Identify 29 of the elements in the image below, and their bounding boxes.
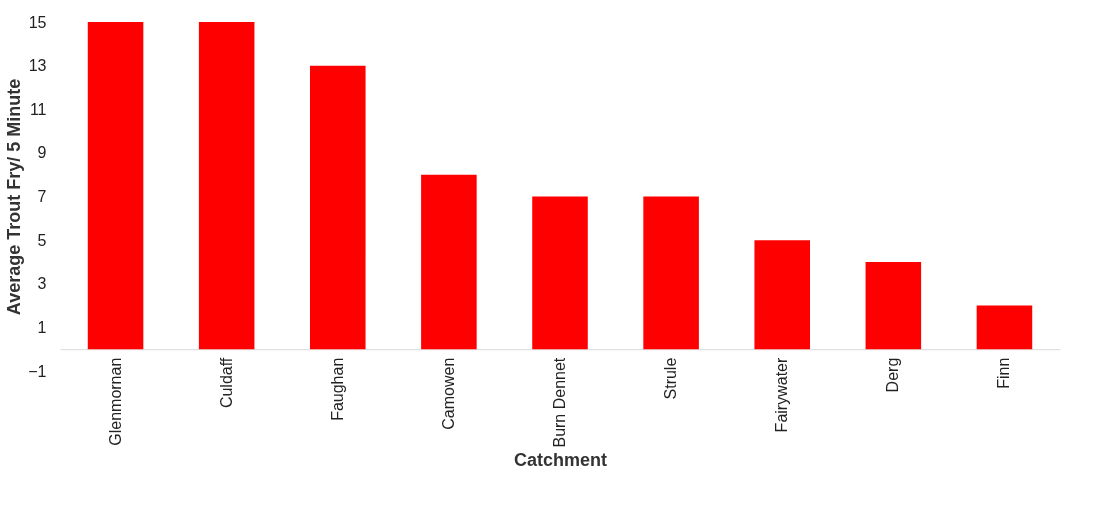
y-tick-label: 13 (28, 57, 47, 75)
x-tick-label: Finn (995, 357, 1013, 389)
x-axis-title: Catchment (513, 449, 608, 470)
y-tick-label: 9 (37, 144, 47, 162)
x-tick-label: Culdaff (217, 357, 235, 409)
y-tick-label: 7 (37, 188, 47, 205)
bar (754, 240, 810, 350)
bar (976, 305, 1033, 350)
bar (198, 22, 255, 350)
y-tick-label: −1 (28, 362, 47, 380)
x-tick-label: Glenmornan (106, 357, 124, 446)
y-tick-label: 5 (37, 231, 47, 249)
y-tick-label: 3 (37, 275, 47, 293)
bar (421, 174, 477, 350)
x-tick-label: Burn Dennet (551, 357, 568, 448)
y-tick-label: 11 (29, 100, 47, 118)
y-tick-label: 15 (28, 13, 47, 31)
x-tick-label: Fairywater (773, 357, 791, 433)
x-tick-label: Camowen (439, 357, 457, 430)
y-tick-label: 1 (37, 318, 47, 336)
x-tick-label: Derg (884, 357, 902, 393)
y-axis-title: Average Trout Fry/ 5 Minute (4, 78, 25, 316)
bar (643, 196, 699, 350)
bar (532, 196, 588, 350)
bar (87, 22, 144, 350)
bar (865, 261, 922, 350)
bar (310, 65, 366, 350)
x-tick-label: Faughan (328, 357, 346, 421)
x-tick-label: Strule (662, 357, 680, 400)
